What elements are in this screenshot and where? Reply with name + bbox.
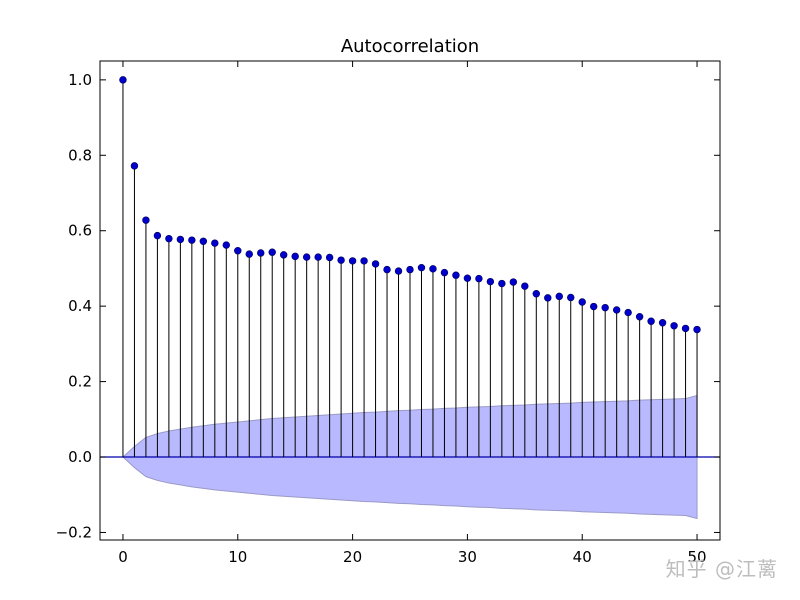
y-tick-label-1: 0.0 — [68, 448, 92, 466]
y-tick-label-2: 0.2 — [68, 373, 92, 391]
chart-title: Autocorrelation — [341, 36, 479, 57]
watermark: 知乎 @江蓠 — [665, 557, 778, 581]
marker-lag-44 — [624, 308, 632, 317]
marker-lag-29 — [452, 271, 460, 279]
marker-lag-16 — [302, 253, 311, 261]
marker-lag-19 — [337, 256, 345, 264]
marker-lag-17 — [314, 253, 322, 261]
marker-lag-41 — [590, 302, 598, 311]
marker-lag-15 — [291, 252, 299, 261]
marker-lag-40 — [578, 298, 586, 306]
marker-lag-9 — [222, 241, 230, 249]
marker-lag-30 — [463, 274, 472, 282]
marker-lag-4 — [165, 234, 173, 243]
marker-lag-39 — [567, 293, 575, 302]
marker-lag-38 — [555, 292, 563, 301]
marker-lag-21 — [360, 257, 368, 265]
x-tick-label-40: 40 — [573, 548, 592, 566]
x-tick-label-0: 0 — [118, 548, 128, 566]
y-tick-label-6: 1.0 — [68, 71, 92, 89]
marker-lag-48 — [670, 322, 678, 330]
marker-lag-47 — [658, 319, 667, 327]
x-axis: 0 10 20 30 40 50 — [118, 61, 707, 566]
marker-lag-32 — [486, 277, 495, 286]
y-tick-label-3: 0.4 — [68, 297, 92, 315]
marker-lag-24 — [394, 267, 403, 275]
y-tick-label-0: −0.2 — [56, 523, 92, 541]
marker-lag-6 — [188, 236, 196, 244]
x-tick-label-30: 30 — [458, 548, 477, 566]
marker-lag-10 — [234, 247, 242, 255]
marker-lag-35 — [521, 282, 529, 290]
x-tick-label-20: 20 — [343, 548, 362, 566]
stems — [122, 79, 698, 458]
marker-lag-3 — [153, 231, 162, 240]
marker-lag-8 — [211, 239, 219, 247]
marker-lag-43 — [612, 306, 621, 314]
x-tick-label-50: 50 — [687, 548, 706, 566]
marker-lag-28 — [440, 268, 449, 277]
marker-lag-1 — [130, 162, 139, 170]
marker-lag-5 — [176, 235, 185, 244]
marker-lag-31 — [475, 274, 483, 283]
marker-lag-20 — [348, 257, 357, 265]
marker-lag-36 — [532, 290, 540, 298]
marker-lag-42 — [601, 303, 609, 312]
marker-lag-26 — [417, 263, 426, 272]
marker-lag-23 — [383, 265, 391, 274]
marker-lag-12 — [257, 249, 265, 257]
plot-frame — [99, 60, 721, 541]
marker-lag-13 — [268, 248, 276, 256]
marker-lag-34 — [509, 278, 518, 286]
marker-lag-25 — [406, 265, 414, 274]
marker-lag-18 — [325, 253, 334, 262]
marker-lag-33 — [498, 279, 506, 288]
marker-lag-22 — [371, 260, 380, 268]
marker-lag-46 — [647, 317, 655, 325]
marker-lag-49 — [681, 324, 690, 333]
marker-lag-50 — [693, 325, 701, 334]
marker-lag-37 — [544, 294, 552, 302]
marker-lag-27 — [429, 265, 437, 273]
x-tick-label-10: 10 — [228, 548, 247, 566]
markers — [119, 76, 701, 334]
y-tick-label-4: 0.6 — [68, 222, 92, 240]
marker-lag-7 — [199, 237, 208, 245]
marker-lag-2 — [142, 216, 150, 224]
marker-lag-14 — [280, 251, 288, 259]
marker-lag-45 — [635, 313, 644, 321]
marker-lag-0 — [119, 76, 127, 84]
y-tick-label-5: 0.8 — [68, 146, 92, 164]
y-axis: −0.2 0.0 0.2 0.4 0.6 0.8 1.0 — [56, 71, 720, 541]
marker-lag-11 — [245, 250, 253, 258]
